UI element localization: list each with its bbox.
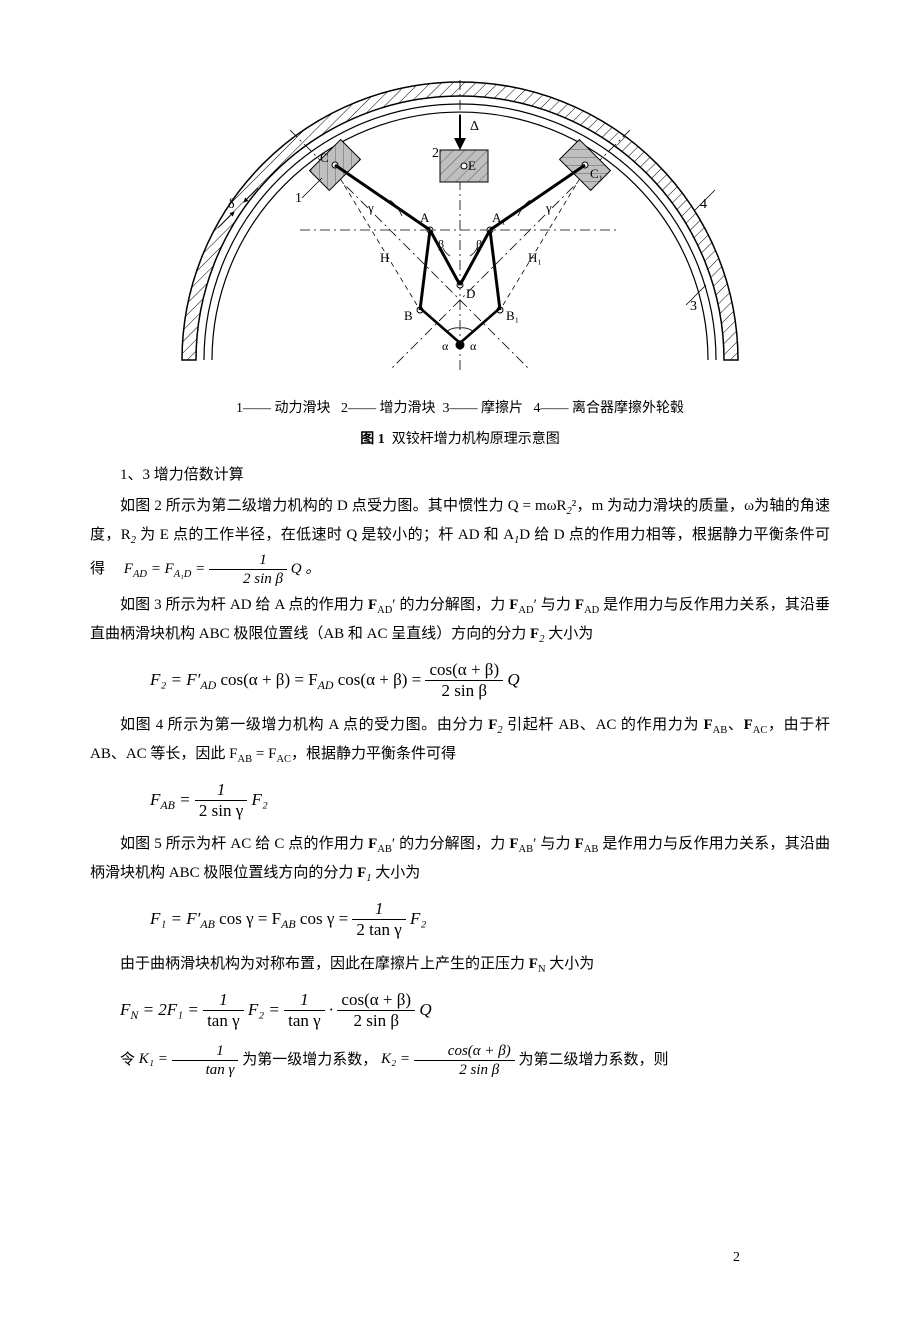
label-alpha-r: α <box>470 339 477 353</box>
paragraph-4: 如图 5 所示为杆 AC 给 C 点的作用力 FAB′ 的力分解图，力 FAB′… <box>90 831 830 889</box>
label-alpha-l: α <box>442 339 449 353</box>
label-2: 2 <box>432 146 439 161</box>
label-C1: C₁ <box>590 166 603 181</box>
label-A: A <box>420 210 430 225</box>
paragraph-2: 如图 3 所示为杆 AD 给 A 点的作用力 FAD′ 的力分解图，力 FAD′… <box>90 592 830 650</box>
equation-2: F₂ = F′AD cos(α + β) = FAD cos(α + β) = … <box>150 660 830 702</box>
label-B: B <box>404 308 413 323</box>
label-delta: δ <box>228 197 235 212</box>
mechanism-diagram: δ 1 2 3 4 Δ C C₁ E A A₁ D B B₁ H H₁ γ γ … <box>170 60 750 380</box>
figure-caption: 图 1 双铰杆增力机构原理示意图 <box>90 427 830 452</box>
label-H1: H₁ <box>528 250 542 265</box>
label-beta-l: β <box>438 237 444 251</box>
label-gamma-l: γ <box>367 200 374 215</box>
label-3: 3 <box>690 299 697 314</box>
label-E: E <box>468 158 476 173</box>
label-B1: B₁ <box>506 308 519 323</box>
label-gamma-r: γ <box>545 200 552 215</box>
section-title: 1、3 增力倍数计算 <box>90 462 830 489</box>
label-beta-r: β <box>476 237 482 251</box>
equation-4: F₁ = F′AB cos γ = FAB cos γ = 12 tan γ F… <box>150 899 830 941</box>
label-D: D <box>466 286 475 301</box>
label-Delta: Δ <box>470 119 479 134</box>
paragraph-3: 如图 4 所示为第一级增力机构 A 点的受力图。由分力 F2 引起杆 AB、AC… <box>90 712 830 770</box>
figure-1: δ 1 2 3 4 Δ C C₁ E A A₁ D B B₁ H H₁ γ γ … <box>90 60 830 452</box>
equation-3: FAB = 12 sin γ F₂ <box>150 780 830 822</box>
label-C: C <box>320 150 329 165</box>
paragraph-5: 由于曲柄滑块机构为对称布置，因此在摩擦片上产生的正压力 FN 大小为 <box>90 951 830 980</box>
label-A1: A₁ <box>492 210 506 225</box>
label-4: 4 <box>700 197 707 212</box>
paragraph-6: 令 K₁ = 1tan γ 为第一级增力系数， K₂ = cos(α + β)2… <box>90 1042 830 1079</box>
paragraph-1: 如图 2 所示为第二级增力机构的 D 点受力图。其中惯性力 Q = mωR2²，… <box>90 493 830 588</box>
figure-legend: 1—— 动力滑块 2—— 增力滑块 3—— 摩擦片 4—— 离合器摩擦外轮毂 <box>90 396 830 421</box>
label-H: H <box>380 250 389 265</box>
page-number: 2 <box>733 1245 740 1270</box>
label-1: 1 <box>295 191 302 206</box>
equation-5: FN = 2F₁ = 1tan γ F₂ = 1tan γ · cos(α + … <box>120 990 830 1032</box>
